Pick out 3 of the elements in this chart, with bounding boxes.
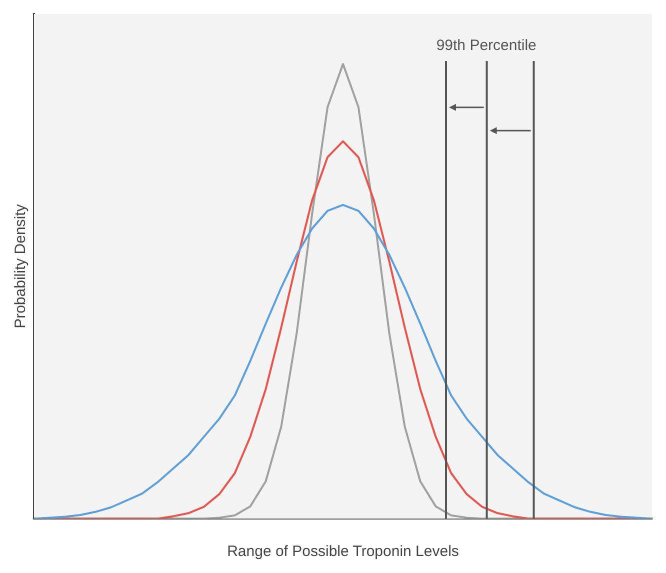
y-axis-title: Probability Density <box>12 204 30 328</box>
text: 99th Percentile <box>435 36 538 54</box>
x-axis-title: Range of Possible Troponin Levels <box>227 543 459 560</box>
